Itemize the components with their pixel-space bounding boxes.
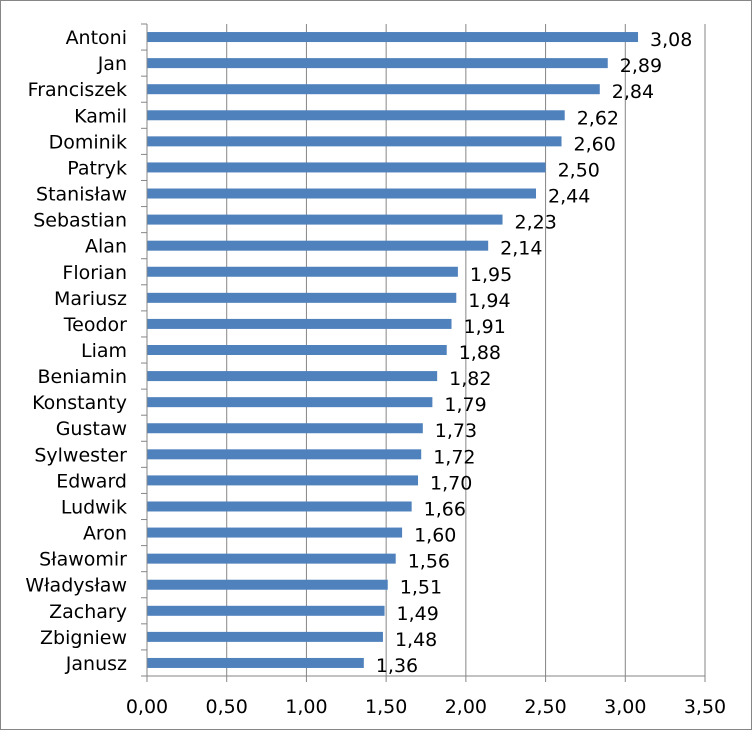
x-tick-label: 3,50 (684, 696, 726, 718)
bar-franciszek (147, 84, 600, 95)
data-label: 2,89 (620, 55, 662, 77)
data-label: 1,49 (397, 603, 439, 625)
data-label: 1,79 (444, 394, 486, 416)
data-label: 1,36 (376, 655, 418, 677)
bar-gustaw (147, 423, 423, 434)
category-label: Patryk (67, 157, 127, 179)
data-label: 2,44 (548, 186, 590, 208)
category-label: Kamil (74, 105, 127, 127)
bar-liam (147, 345, 447, 355)
data-label: 2,84 (612, 81, 654, 103)
data-label: 2,23 (515, 212, 557, 234)
category-label: Sylwester (34, 444, 127, 466)
bar-edward (147, 475, 419, 486)
category-label: Władysław (25, 575, 127, 597)
category-label: Janusz (65, 653, 127, 675)
x-tick-label: 2,00 (445, 696, 487, 718)
category-label: Edward (56, 470, 127, 492)
bar-kamil (147, 110, 565, 121)
bar-antoni (147, 32, 639, 43)
data-label: 3,08 (650, 29, 692, 51)
category-label: Stanisław (36, 184, 127, 206)
category-label: Liam (81, 340, 127, 362)
category-label: Dominik (49, 131, 127, 153)
x-tick-label: 1,50 (365, 696, 407, 718)
data-label: 1,94 (468, 290, 510, 312)
category-label: Zachary (49, 601, 127, 623)
labels: 0,00 0,50 1,00 1,50 2,00 2,50 3,00 3,50 Antoni 3,… (25, 27, 726, 718)
category-label: Antoni (66, 27, 127, 49)
category-label: Zbigniew (40, 627, 127, 649)
bar-mariusz (147, 292, 457, 303)
bar-aron (147, 527, 403, 538)
data-label: 2,62 (577, 107, 619, 129)
bar-zachary (147, 605, 385, 616)
data-label: 1,51 (400, 577, 442, 599)
category-label: Franciszek (28, 79, 127, 101)
data-label: 2,60 (574, 133, 616, 155)
category-label: Alan (85, 236, 127, 258)
bar-sylwester (147, 449, 422, 460)
bar-stanisław (147, 188, 537, 199)
bar-beniamin (147, 371, 438, 382)
data-label: 1,72 (433, 446, 475, 468)
data-label: 1,66 (424, 498, 466, 520)
data-label: 1,91 (464, 316, 506, 338)
data-label: 1,88 (459, 342, 501, 364)
x-tick-label: 1,00 (285, 696, 327, 718)
data-label: 1,56 (408, 551, 450, 573)
data-label: 2,50 (558, 159, 600, 181)
bar-ludwik (147, 501, 412, 512)
x-tick-label: 2,50 (524, 696, 566, 718)
bar-sławomir (147, 553, 396, 564)
category-label: Konstanty (32, 392, 127, 414)
bar-sebastian (147, 214, 503, 225)
category-label: Jan (97, 53, 127, 75)
category-label: Mariusz (54, 288, 127, 310)
category-label: Beniamin (37, 366, 127, 388)
bars (147, 32, 639, 668)
axes (141, 23, 706, 682)
bar-zbigniew (147, 631, 383, 642)
bar-władysław (147, 579, 388, 590)
data-label: 1,70 (430, 472, 472, 494)
bar-dominik (147, 136, 562, 147)
data-label: 2,14 (500, 238, 542, 260)
bar-konstanty (147, 397, 433, 408)
bar-jan (147, 58, 608, 69)
bar-patryk (147, 162, 546, 173)
x-tick-label: 3,00 (604, 696, 646, 718)
category-label: Gustaw (56, 418, 127, 440)
x-tick-label: 0,50 (206, 696, 248, 718)
category-label: Teodor (63, 314, 127, 336)
category-label: Sławomir (39, 549, 127, 571)
category-label: Florian (62, 262, 127, 284)
data-label: 1,48 (395, 629, 437, 651)
x-tick-label: 0,00 (126, 696, 168, 718)
data-label: 1,82 (449, 368, 491, 390)
category-label: Sebastian (33, 210, 127, 232)
bar-janusz (147, 657, 364, 668)
category-label: Ludwik (61, 496, 127, 518)
bar-florian (147, 266, 458, 277)
data-label: 1,60 (414, 525, 456, 547)
bar-alan (147, 240, 489, 251)
data-label: 1,95 (470, 264, 512, 286)
bar-teodor (147, 318, 452, 329)
data-label: 1,73 (435, 420, 477, 442)
category-label: Aron (83, 523, 127, 545)
